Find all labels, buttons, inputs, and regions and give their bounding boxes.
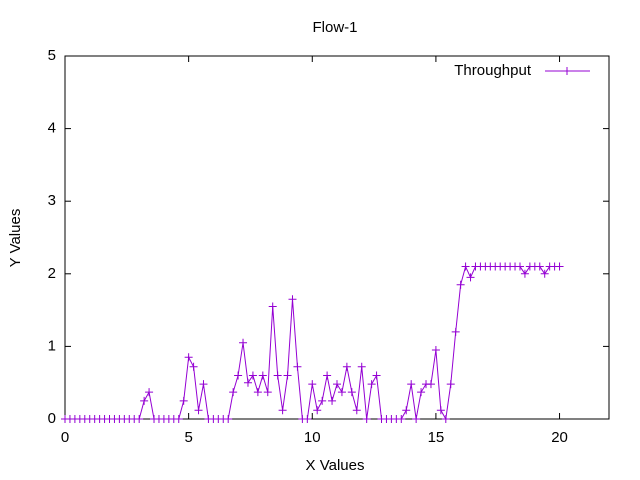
point-marker bbox=[515, 262, 524, 271]
point-marker bbox=[303, 415, 312, 423]
point-marker bbox=[367, 380, 376, 389]
point-marker bbox=[357, 362, 366, 371]
x-tick-label: 15 bbox=[428, 429, 445, 446]
point-marker bbox=[372, 371, 381, 380]
point-marker bbox=[234, 371, 243, 380]
point-marker bbox=[412, 415, 421, 423]
point-marker bbox=[397, 415, 406, 423]
point-marker bbox=[456, 280, 465, 289]
point-marker bbox=[229, 388, 238, 397]
point-marker bbox=[328, 396, 337, 405]
point-marker bbox=[431, 346, 440, 355]
point-marker bbox=[333, 380, 341, 389]
point-marker bbox=[318, 396, 327, 405]
x-tick-label: 0 bbox=[61, 429, 69, 446]
point-marker bbox=[224, 415, 233, 423]
y-axis-label: Y Values bbox=[7, 209, 24, 268]
point-marker bbox=[184, 353, 193, 362]
point-marker bbox=[436, 406, 445, 415]
legend-marker bbox=[563, 67, 571, 75]
point-marker bbox=[268, 302, 277, 311]
point-marker bbox=[258, 371, 267, 380]
point-marker bbox=[239, 338, 248, 347]
point-marker bbox=[540, 269, 549, 278]
point-marker bbox=[293, 362, 302, 371]
point-marker bbox=[278, 406, 287, 415]
point-marker bbox=[426, 380, 435, 389]
series-line bbox=[65, 265, 560, 421]
point-marker bbox=[194, 406, 203, 415]
y-tick-label: 1 bbox=[48, 337, 56, 354]
x-tick-label: 5 bbox=[184, 429, 192, 446]
point-marker bbox=[253, 388, 262, 397]
point-marker bbox=[174, 415, 183, 423]
point-marker bbox=[243, 378, 252, 387]
x-tick-label: 20 bbox=[551, 429, 568, 446]
point-marker bbox=[288, 295, 297, 304]
point-marker bbox=[308, 380, 317, 389]
point-marker bbox=[199, 380, 208, 389]
point-marker bbox=[466, 273, 475, 282]
point-marker bbox=[520, 269, 529, 278]
x-tick-label: 10 bbox=[304, 429, 321, 446]
point-marker bbox=[451, 327, 460, 336]
point-marker bbox=[189, 362, 198, 371]
point-marker bbox=[362, 415, 371, 423]
point-marker bbox=[407, 380, 416, 389]
point-marker bbox=[248, 371, 257, 380]
point-marker bbox=[446, 380, 455, 389]
y-tick-label: 2 bbox=[48, 265, 56, 282]
point-marker bbox=[352, 406, 361, 415]
plot-frame bbox=[64, 55, 610, 420]
y-tick-label: 4 bbox=[48, 120, 56, 137]
point-marker bbox=[342, 362, 351, 371]
point-marker bbox=[337, 388, 346, 397]
point-marker bbox=[402, 406, 411, 415]
x-axis-label: X Values bbox=[306, 457, 365, 474]
point-marker bbox=[417, 388, 426, 397]
point-marker bbox=[347, 388, 356, 397]
point-marker bbox=[323, 371, 332, 380]
chart-title: Flow-1 bbox=[312, 19, 357, 36]
point-marker bbox=[263, 388, 272, 397]
point-marker bbox=[179, 396, 188, 405]
point-marker bbox=[140, 396, 149, 405]
point-marker bbox=[461, 262, 470, 271]
y-tick-label: 3 bbox=[48, 192, 56, 209]
point-marker bbox=[313, 406, 322, 415]
y-tick-label: 5 bbox=[48, 47, 56, 64]
point-marker bbox=[283, 371, 292, 380]
point-marker bbox=[273, 371, 282, 380]
point-marker bbox=[135, 415, 144, 423]
point-marker bbox=[441, 415, 450, 423]
point-marker bbox=[145, 388, 154, 397]
y-tick-label: 0 bbox=[48, 410, 56, 427]
point-marker bbox=[535, 262, 544, 271]
point-marker bbox=[555, 262, 564, 271]
legend-label: Throughput bbox=[454, 62, 532, 79]
